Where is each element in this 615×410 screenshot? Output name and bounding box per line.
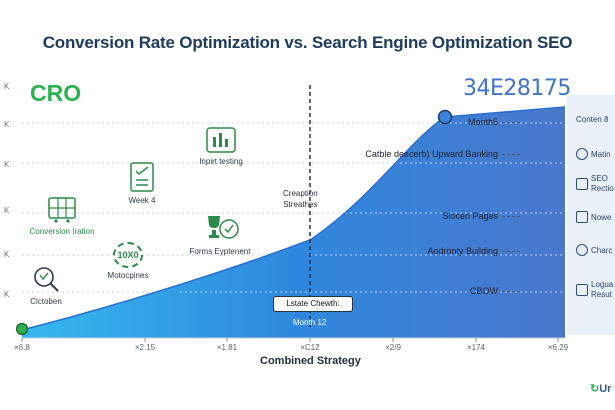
growth-callout: Lstate Chewth: xyxy=(273,296,353,312)
callout-month: Month 12 xyxy=(293,318,327,327)
y-tick: K xyxy=(4,120,10,129)
gear-badge-icon: 10X0 xyxy=(113,242,143,268)
checklist-icon xyxy=(130,162,154,192)
cro-item-label: Conversion Iration xyxy=(29,227,95,236)
cart-icon xyxy=(48,197,76,223)
recycle-icon: ↻ xyxy=(590,383,600,395)
y-tick: K xyxy=(4,82,10,91)
check-icon xyxy=(576,284,588,296)
peak-point xyxy=(437,109,453,125)
strategy-annotation: Creaption Streathes xyxy=(283,189,318,209)
seo-number: 34E28175 xyxy=(463,76,571,101)
seo-row: Catble deecerb) Upward Banking xyxy=(365,149,520,159)
seo-row-label: Month5 xyxy=(467,117,498,127)
logo-text: Ur xyxy=(599,383,612,395)
side-item-logua: Logua Resut xyxy=(576,280,615,300)
side-item-nowe: Nowe xyxy=(576,211,611,223)
seo-row-label: Aodronty Building xyxy=(427,246,498,256)
seo-side-panel xyxy=(567,95,615,335)
cro-item-week4: Week 4 xyxy=(118,162,166,205)
cro-item-label: Clctoben xyxy=(30,297,62,306)
y-tick: K xyxy=(4,160,10,169)
y-tick: K xyxy=(4,290,10,299)
side-item-seo: SEO Rectio xyxy=(576,174,614,194)
cro-item-conversion: Conversion Iration xyxy=(22,195,102,236)
cro-item-clctoben: Clctoben xyxy=(20,265,72,306)
seo-row-label: CBOW xyxy=(470,286,498,296)
bar-chart-icon xyxy=(206,127,236,153)
side-item-matin: Matin xyxy=(576,148,611,160)
magnifier-icon xyxy=(34,267,59,292)
y-tick: K xyxy=(4,206,10,215)
side-item-label: Logua Resut xyxy=(591,280,614,299)
pin-icon xyxy=(576,244,588,256)
x-tick: ×2/9 xyxy=(385,343,401,352)
side-item-label: Nowe xyxy=(591,212,612,222)
gauge-icon xyxy=(576,148,588,160)
y-tick: K xyxy=(4,250,10,259)
side-item-charc: Charc xyxy=(576,244,612,256)
seo-row: Month5 xyxy=(468,117,520,127)
cro-heading: CRO xyxy=(30,80,82,106)
chart-title: Conversion Rate Optimization vs. Search … xyxy=(42,33,573,52)
link-icon xyxy=(576,211,588,223)
side-item-label: Matin xyxy=(591,149,611,159)
x-tick: ×6.8 xyxy=(14,343,30,352)
cro-item-label: Motocpines xyxy=(107,271,149,280)
cro-item-testing: Inpirt testing xyxy=(193,127,249,166)
doc-icon xyxy=(576,178,588,190)
cro-item-label: Inpirt testing xyxy=(199,157,243,166)
side-item-label: Charc xyxy=(591,245,613,255)
cro-item-label: Week 4 xyxy=(128,196,156,205)
x-tick: ×174 xyxy=(466,343,486,352)
x-tick: ×C12 xyxy=(300,343,320,352)
seo-row: CBOW xyxy=(470,286,520,296)
x-tick: ×2.15 xyxy=(134,343,156,352)
area-fill xyxy=(22,107,565,338)
x-axis-label: Combined Strategy xyxy=(260,355,361,367)
seo-row: Slocen Pages xyxy=(442,211,520,221)
side-item-label: SEO Rectio xyxy=(591,174,614,193)
x-tick: ×1.81 xyxy=(216,343,238,352)
brand-logo: ↻Ur xyxy=(590,382,611,395)
seo-row-label: Slocen Pages xyxy=(442,211,498,221)
seo-row: Aodronty Building xyxy=(427,246,520,256)
cro-item-label: Forms Eyptenent xyxy=(189,247,251,256)
cro-item-forms: Forms Eyptenent xyxy=(184,213,256,256)
side-item-label: Conten 8 xyxy=(576,115,609,124)
x-tick: ×6.29 xyxy=(547,343,569,352)
trophy-icon xyxy=(208,216,239,239)
cro-item-motocpines: 10X0 Motocpines xyxy=(100,242,156,280)
start-point xyxy=(15,322,29,336)
growth-curve xyxy=(21,106,566,331)
seo-row-label: Catble deecerb) Upward Banking xyxy=(365,149,498,159)
side-item-conten: Conten 8 xyxy=(576,115,608,124)
